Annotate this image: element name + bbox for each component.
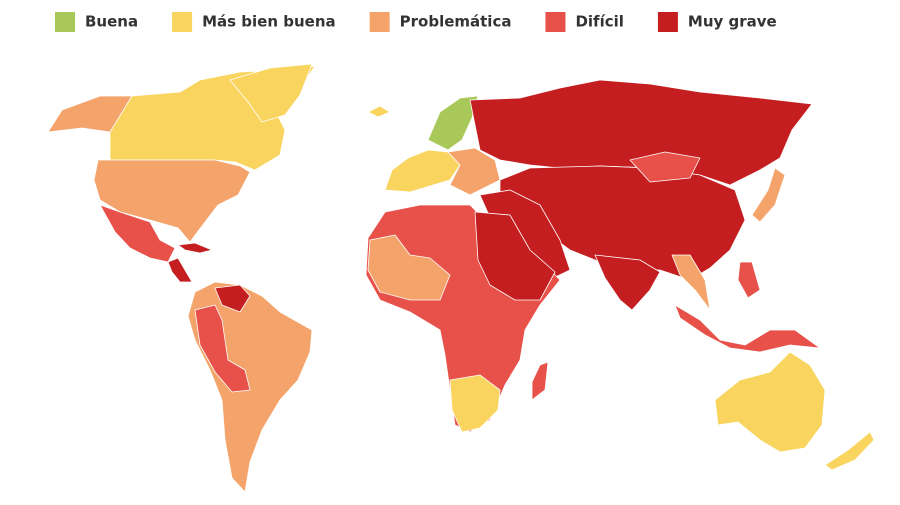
madagascar: [531, 361, 549, 401]
legend-swatch: [657, 12, 678, 32]
southeast-asia: [671, 254, 711, 311]
cuba: [177, 242, 213, 254]
northeast-africa: [474, 211, 556, 301]
legend-label: Muy grave: [688, 13, 777, 31]
australia: [714, 351, 826, 453]
indonesia: [674, 304, 821, 353]
new-zealand: [824, 431, 875, 471]
japan: [751, 167, 786, 223]
legend-label: Buena: [85, 13, 138, 31]
mongolia: [629, 151, 701, 183]
central-america: [167, 257, 193, 283]
legend: Buena Más bien buena Problemática Difícil Mu…: [55, 12, 777, 32]
venezuela: [214, 284, 251, 313]
legend-swatch: [545, 12, 566, 32]
legend-swatch: [172, 12, 193, 32]
iceland: [367, 105, 391, 118]
eastern-europe: [447, 147, 501, 196]
legend-swatch: [55, 12, 75, 32]
mexico: [99, 204, 176, 263]
india: [594, 254, 661, 311]
legend-swatch: [369, 12, 390, 32]
southern-africa: [449, 374, 501, 433]
philippines: [737, 261, 761, 299]
west-africa: [367, 234, 451, 301]
andes: [194, 304, 251, 393]
russia: [469, 79, 813, 186]
legend-label: Más bien buena: [202, 13, 336, 31]
greenland: [229, 63, 313, 123]
western-europe: [384, 149, 461, 193]
legend-label: Problemática: [400, 13, 512, 31]
legend-label: Difícil: [575, 13, 623, 31]
countries: [47, 63, 875, 493]
usa: [93, 159, 251, 243]
